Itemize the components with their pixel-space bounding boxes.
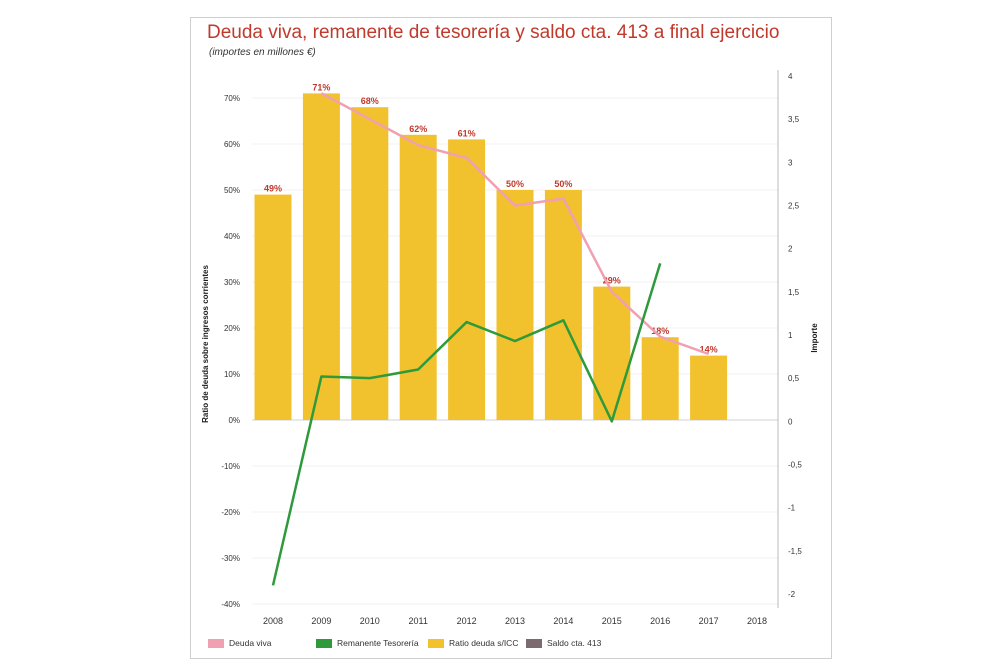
right-tick-label: -1 [788,504,796,513]
x-tick-label: 2011 [409,616,428,626]
bar-value-label: 61% [458,128,476,138]
bar-labels: 49% 71% 68% 62% 61% 50% 50% 29% 18% 14% [264,82,718,354]
bar [496,190,534,420]
bar-value-label: 68% [361,96,379,106]
left-tick-label: 70% [224,94,240,103]
legend-item: Deuda viva [208,638,272,648]
bar [690,355,728,420]
right-tick-label: 3 [788,158,793,167]
right-tick-label: 1,5 [788,288,800,297]
right-tick-label: 4 [788,72,793,81]
right-tick-label: -2 [788,590,796,599]
bar-value-label: 14% [700,345,718,355]
bar-value-label: 18% [651,326,669,336]
x-tick-label: 2013 [505,616,525,626]
legend-label: Remanente Tesorería [337,638,419,648]
right-tick-label: 0 [788,417,793,426]
left-tick-label: -40% [221,600,240,609]
x-tick-label: 2016 [650,616,670,626]
x-tick-label: 2018 [747,616,767,626]
x-tick-label: 2017 [699,616,719,626]
left-tick-label: -30% [221,554,240,563]
x-axis-ticks: 2008 2009 2010 2011 2012 2013 2014 2015 2016 2017… [263,616,767,626]
legend-label: Ratio deuda s/ICC [449,638,519,648]
bar [593,286,631,420]
legend-label: Deuda viva [229,638,272,648]
bar [448,139,486,420]
legend-item: Ratio deuda s/ICC [428,638,518,648]
left-axis-label: Ratio de deuda sobre ingresos corrientes [201,265,210,423]
legend-swatch [428,638,444,648]
x-tick-label: 2015 [602,616,622,626]
left-tick-label: 10% [224,370,240,379]
right-tick-label: 2,5 [788,202,800,211]
left-axis-ticks: 70% 60% 50% 40% 30% 20% 10% 0% -10% -20% -30% -40% [221,94,240,609]
bar-value-label: 50% [506,179,524,189]
left-tick-label: -20% [221,508,240,517]
chart-subtitle: (importes en millones €) [209,47,316,58]
x-tick-label: 2009 [311,616,331,626]
bar-series [254,93,728,421]
left-tick-label: 30% [224,278,240,287]
bar [351,107,389,420]
bar [302,93,340,421]
right-tick-label: 1 [788,331,793,340]
bar [641,337,679,420]
right-axis-ticks: 4 3,5 3 2,5 2 1,5 1 0,5 0 -0,5 -1 -1,5 -2 [788,72,802,599]
right-axis-label: Importe [810,323,819,353]
series-line [320,92,710,356]
series-line [271,262,662,586]
left-tick-label: 60% [224,140,240,149]
chart-title: Deuda viva, remanente de tesorería y sal… [207,22,780,43]
bar-value-label: 62% [409,124,427,134]
x-tick-label: 2010 [360,616,380,626]
bar [399,134,437,421]
bar-value-label: 71% [312,82,330,92]
left-tick-label: -10% [221,462,240,471]
bar-value-label: 50% [554,179,572,189]
legend-swatch [526,638,542,648]
right-tick-label: -0,5 [788,461,802,470]
right-tick-label: -1,5 [788,547,802,556]
right-tick-label: 3,5 [788,115,800,124]
left-tick-label: 50% [224,186,240,195]
x-tick-label: 2012 [457,616,477,626]
legend-label: Saldo cta. 413 [547,638,602,648]
bar [254,194,292,420]
left-tick-label: 40% [224,232,240,241]
legend-swatch [316,638,332,648]
right-tick-label: 2 [788,245,793,254]
x-tick-label: 2008 [263,616,283,626]
bar-value-label: 29% [603,276,621,286]
right-tick-label: 0,5 [788,374,800,383]
legend-swatch [208,638,224,648]
left-tick-label: 20% [224,324,240,333]
left-tick-label: 0% [228,416,240,425]
legend-item: Remanente Tesorería [316,638,419,648]
bar-value-label: 49% [264,184,282,194]
bar [544,190,582,420]
x-tick-label: 2014 [553,616,573,626]
legend-item: Saldo cta. 413 [526,638,601,648]
line-series [271,92,710,586]
